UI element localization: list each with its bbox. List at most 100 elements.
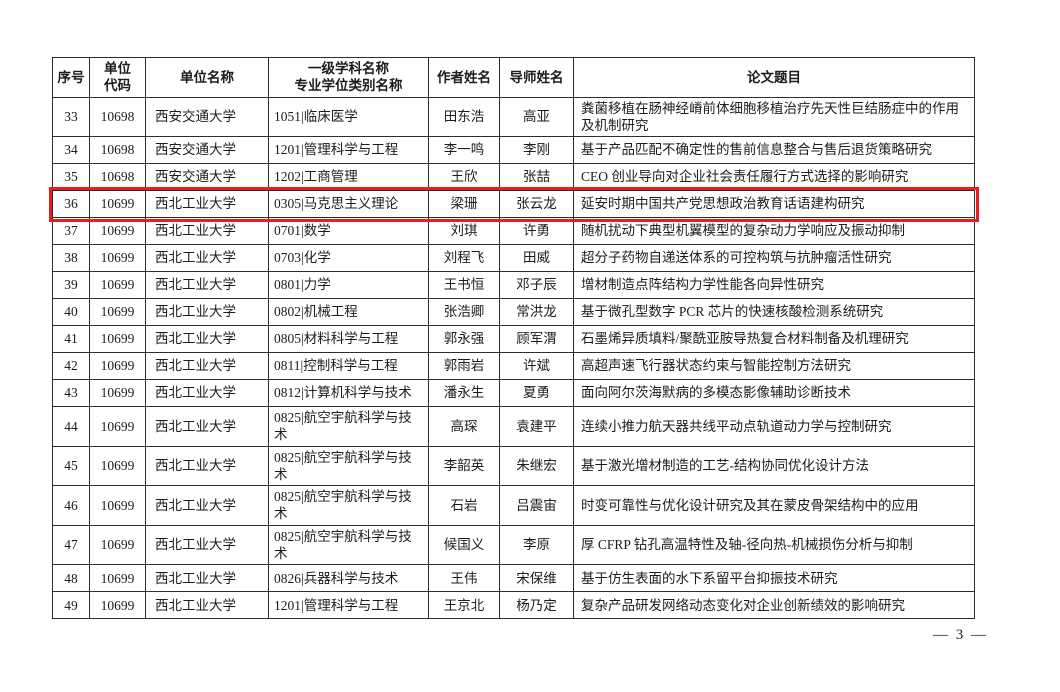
cell-unit-name: 西安交通大学 (145, 163, 269, 192)
table-row: 45 10699 西北工业大学 0825|航空宇航科学与技术 李韶英 朱继宏 基… (52, 445, 975, 487)
cell-thesis-title: 时变可靠性与优化设计研究及其在蒙皮骨架结构中的应用 (573, 485, 975, 526)
cell-thesis-title: 增材制造点阵结构力学性能各向异性研究 (573, 271, 975, 300)
col-header-unit-name: 单位名称 (145, 57, 269, 98)
table-row: 47 10699 西北工业大学 0825|航空宇航科学与技术 候国义 李原 厚 … (52, 524, 975, 566)
cell-unit-name: 西北工业大学 (145, 406, 269, 447)
cell-thesis-title: 面向阿尔茨海默病的多模态影像辅助诊断技术 (573, 379, 975, 408)
cell-advisor: 杨乃定 (499, 591, 574, 620)
cell-discipline: 0701|数学 (268, 217, 429, 246)
cell-author: 高琛 (428, 406, 500, 447)
cell-discipline: 1051|临床医学 (268, 96, 429, 138)
cell-advisor: 高亚 (499, 96, 574, 138)
cell-author: 刘琪 (428, 217, 500, 246)
table-row: 34 10698 西安交通大学 1201|管理科学与工程 李一鸣 李刚 基于产品… (52, 136, 975, 165)
cell-unit-code: 10699 (89, 445, 146, 487)
table-row: 42 10699 西北工业大学 0811|控制科学与工程 郭雨岩 许斌 高超声速… (52, 352, 975, 381)
col-header-thesis-title: 论文题目 (573, 57, 975, 98)
cell-unit-code: 10699 (89, 485, 146, 526)
table-row: 46 10699 西北工业大学 0825|航空宇航科学与技术 石岩 吕震宙 时变… (52, 485, 975, 526)
col-header-no: 序号 (52, 57, 90, 98)
thesis-table: 序号 单位 代码 单位名称 一级学科名称 专业学位类别名称 作者姓名 导师姓名 … (48, 57, 979, 620)
cell-unit-name: 西北工业大学 (145, 217, 269, 246)
cell-no: 37 (52, 217, 90, 246)
cell-author: 梁珊 (428, 190, 500, 219)
cell-author: 张浩卿 (428, 298, 500, 327)
cell-unit-name: 西北工业大学 (145, 524, 269, 566)
cell-author: 潘永生 (428, 379, 500, 408)
cell-advisor: 袁建平 (499, 406, 574, 447)
cell-advisor: 李刚 (499, 136, 574, 165)
cell-thesis-title: 厚 CFRP 钻孔高温特性及轴-径向热-机械损伤分析与抑制 (573, 524, 975, 566)
cell-discipline: 0825|航空宇航科学与技术 (268, 445, 429, 487)
cell-author: 郭雨岩 (428, 352, 500, 381)
cell-thesis-title: 延安时期中国共产党思想政治教育话语建构研究 (573, 190, 975, 219)
cell-unit-code: 10698 (89, 136, 146, 165)
cell-unit-name: 西北工业大学 (145, 271, 269, 300)
cell-unit-code: 10699 (89, 271, 146, 300)
cell-discipline: 0305|马克思主义理论 (268, 190, 429, 219)
cell-unit-code: 10699 (89, 591, 146, 620)
cell-no: 45 (52, 445, 90, 487)
cell-discipline: 1202|工商管理 (268, 163, 429, 192)
cell-no: 33 (52, 96, 90, 138)
col-header-unit-code: 单位 代码 (89, 57, 146, 98)
cell-no: 49 (52, 591, 90, 620)
cell-thesis-title: 随机扰动下典型机翼模型的复杂动力学响应及振动抑制 (573, 217, 975, 246)
table-row: 40 10699 西北工业大学 0802|机械工程 张浩卿 常洪龙 基于微孔型数… (52, 298, 975, 327)
cell-discipline: 0825|航空宇航科学与技术 (268, 485, 429, 526)
cell-no: 44 (52, 406, 90, 447)
cell-author: 郭永强 (428, 325, 500, 354)
cell-unit-code: 10699 (89, 298, 146, 327)
cell-thesis-title: 复杂产品研发网络动态变化对企业创新绩效的影响研究 (573, 591, 975, 620)
cell-author: 刘程飞 (428, 244, 500, 273)
cell-advisor: 顾军渭 (499, 325, 574, 354)
table-row: 37 10699 西北工业大学 0701|数学 刘琪 许勇 随机扰动下典型机翼模… (52, 217, 975, 246)
cell-advisor: 常洪龙 (499, 298, 574, 327)
cell-discipline: 0825|航空宇航科学与技术 (268, 406, 429, 447)
cell-thesis-title: 基于仿生表面的水下系留平台抑振技术研究 (573, 564, 975, 593)
col-header-advisor: 导师姓名 (499, 57, 574, 98)
cell-advisor: 吕震宙 (499, 485, 574, 526)
cell-unit-code: 10698 (89, 163, 146, 192)
cell-unit-name: 西北工业大学 (145, 485, 269, 526)
cell-thesis-title: 粪菌移植在肠神经嵴前体细胞移植治疗先天性巨结肠症中的作用及机制研究 (573, 96, 975, 138)
cell-unit-name: 西北工业大学 (145, 352, 269, 381)
cell-unit-code: 10699 (89, 217, 146, 246)
cell-discipline: 1201|管理科学与工程 (268, 136, 429, 165)
cell-no: 46 (52, 485, 90, 526)
col-header-author: 作者姓名 (428, 57, 500, 98)
cell-unit-name: 西北工业大学 (145, 379, 269, 408)
cell-no: 35 (52, 163, 90, 192)
cell-unit-name: 西北工业大学 (145, 190, 269, 219)
cell-unit-code: 10699 (89, 190, 146, 219)
cell-discipline: 0826|兵器科学与技术 (268, 564, 429, 593)
cell-discipline: 0825|航空宇航科学与技术 (268, 524, 429, 566)
cell-advisor: 李原 (499, 524, 574, 566)
cell-no: 38 (52, 244, 90, 273)
cell-advisor: 邓子辰 (499, 271, 574, 300)
table-row: 38 10699 西北工业大学 0703|化学 刘程飞 田威 超分子药物自递送体… (52, 244, 975, 273)
cell-no: 41 (52, 325, 90, 354)
cell-thesis-title: 高超声速飞行器状态约束与智能控制方法研究 (573, 352, 975, 381)
cell-unit-name: 西北工业大学 (145, 325, 269, 354)
cell-thesis-title: 连续小推力航天器共线平动点轨道动力学与控制研究 (573, 406, 975, 447)
cell-advisor: 田威 (499, 244, 574, 273)
cell-unit-name: 西北工业大学 (145, 244, 269, 273)
cell-discipline: 0703|化学 (268, 244, 429, 273)
cell-discipline: 0805|材料科学与工程 (268, 325, 429, 354)
cell-author: 田东浩 (428, 96, 500, 138)
cell-discipline: 1201|管理科学与工程 (268, 591, 429, 620)
cell-unit-code: 10699 (89, 325, 146, 354)
cell-unit-name: 西安交通大学 (145, 96, 269, 138)
table-row: 41 10699 西北工业大学 0805|材料科学与工程 郭永强 顾军渭 石墨烯… (52, 325, 975, 354)
cell-author: 李一鸣 (428, 136, 500, 165)
table-row: 35 10698 西安交通大学 1202|工商管理 王欣 张喆 CEO 创业导向… (52, 163, 975, 192)
cell-no: 34 (52, 136, 90, 165)
table-row: 43 10699 西北工业大学 0812|计算机科学与技术 潘永生 夏勇 面向阿… (52, 379, 975, 408)
cell-author: 王伟 (428, 564, 500, 593)
cell-no: 42 (52, 352, 90, 381)
cell-no: 40 (52, 298, 90, 327)
cell-no: 43 (52, 379, 90, 408)
cell-advisor: 许勇 (499, 217, 574, 246)
